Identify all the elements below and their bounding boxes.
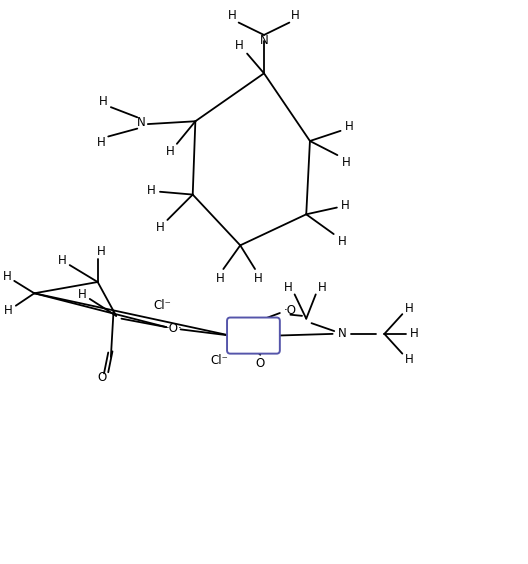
Text: H: H <box>166 145 174 158</box>
Text: H: H <box>147 184 156 197</box>
Text: H: H <box>78 288 87 301</box>
Text: H: H <box>342 156 350 169</box>
Text: O: O <box>97 371 107 385</box>
Text: H: H <box>291 9 300 23</box>
Text: H: H <box>254 271 263 285</box>
Text: N: N <box>260 34 268 47</box>
Text: H: H <box>228 9 237 23</box>
FancyBboxPatch shape <box>227 318 280 354</box>
Text: H: H <box>406 352 414 366</box>
Text: H: H <box>406 302 414 315</box>
Text: H: H <box>216 271 224 285</box>
Text: H: H <box>284 281 293 294</box>
Text: Cl⁻: Cl⁻ <box>210 354 228 368</box>
Text: ·O·: ·O· <box>166 321 183 335</box>
Text: O: O <box>256 357 265 371</box>
Text: H: H <box>156 221 164 234</box>
Text: H: H <box>3 270 11 283</box>
Text: H: H <box>97 135 105 149</box>
Text: ·O: ·O <box>284 303 297 317</box>
Text: N: N <box>338 327 346 341</box>
Text: Pt: Pt <box>247 329 260 342</box>
Text: H: H <box>99 95 108 108</box>
Text: H: H <box>4 303 13 317</box>
Text: H: H <box>235 39 244 52</box>
Text: Cl⁻: Cl⁻ <box>154 299 172 312</box>
Text: H: H <box>338 235 346 248</box>
Text: H: H <box>58 254 67 267</box>
Text: H: H <box>341 199 350 213</box>
Text: H: H <box>318 281 326 294</box>
Text: H: H <box>345 120 353 134</box>
Text: H: H <box>97 245 105 258</box>
Text: H: H <box>410 327 418 341</box>
Text: N: N <box>137 116 146 129</box>
